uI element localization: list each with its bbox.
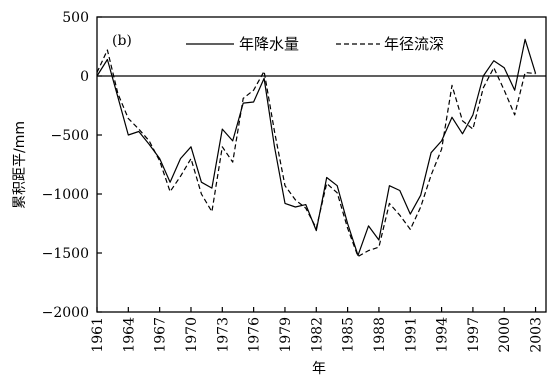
y-tick-label: −1000 [42,187,89,203]
x-tick-label: 1970 [184,317,200,353]
series-lines [96,38,537,258]
series-line [96,38,537,256]
x-tick-label: 1994 [435,317,451,353]
x-tick-label: 2000 [497,317,513,353]
panel-label: (b) [112,33,132,49]
y-tick-label: 500 [62,10,89,26]
legend-label: 年径流深 [384,35,444,53]
plot-area [96,16,547,313]
x-tick-label: 1967 [153,317,169,353]
y-tick-label: −1500 [42,246,89,262]
x-axis-label: 年 [312,361,326,376]
y-tick-labels: 500 0 −500 −1000 −1500 −2000 [42,10,89,321]
x-tick-label: 1988 [372,317,388,353]
y-axis-label: 累积距平/mm [12,121,28,209]
plot-frame [96,16,547,313]
x-tick-label: 1991 [403,317,419,353]
legend: 年降水量 年径流深 [186,35,444,53]
x-tick-label: 1961 [90,317,106,353]
legend-label: 年降水量 [239,35,299,53]
x-tick-label: 2003 [529,317,545,353]
tick-marks [96,16,537,313]
y-tick-label: −500 [51,128,89,144]
x-tick-label: 1976 [247,317,263,353]
x-tick-label: 1985 [341,317,357,353]
x-tick-labels: 1961 1964 1967 1970 1973 1976 1979 1982 1985 1988… [90,317,545,353]
y-tick-label: −2000 [42,305,89,321]
series-line [96,49,536,258]
y-tick-label: 0 [80,69,89,85]
x-tick-label: 1979 [278,317,294,353]
x-tick-label: 1964 [121,317,137,353]
x-tick-label: 1982 [309,317,325,353]
x-tick-label: 1997 [466,317,482,353]
x-tick-label: 1973 [215,317,231,353]
